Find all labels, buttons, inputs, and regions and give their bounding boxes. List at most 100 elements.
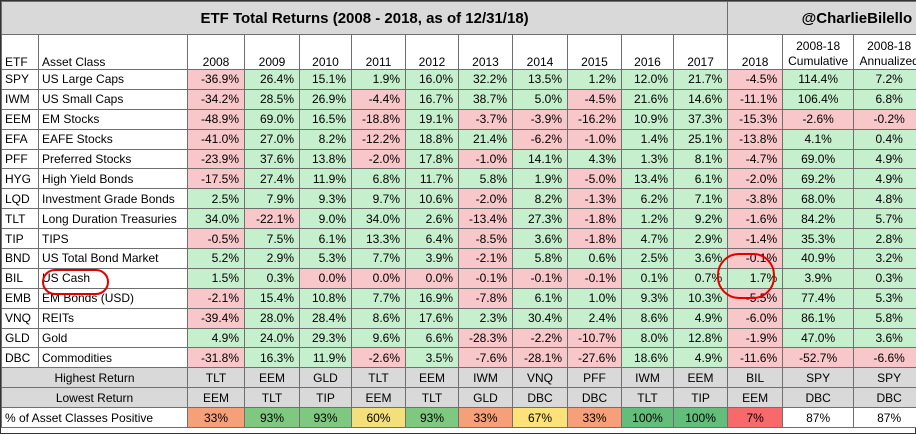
return-cell: 21.7% xyxy=(672,69,729,90)
etf-symbol: BIL xyxy=(1,267,39,289)
lowest-return-cell: EEM xyxy=(187,387,245,409)
return-cell: -4.4% xyxy=(351,88,406,110)
return-cell: 10.6% xyxy=(405,188,459,210)
cumulative-cell: 69.0% xyxy=(782,148,855,170)
table-row: EFA EAFE Stocks -41.0% 27.0% 8.2% -12.2% 18.8%… xyxy=(1,128,916,150)
return-cell: 6.6% xyxy=(405,327,459,349)
return-cell: 16.9% xyxy=(405,287,459,309)
return-cell: 2.5% xyxy=(187,188,245,210)
header-year: 2012 xyxy=(405,34,459,70)
pct-positive-cell: 67% xyxy=(512,407,568,429)
cumulative-cell: 86.1% xyxy=(782,307,855,329)
return-cell: 13.3% xyxy=(351,228,406,250)
pct-positive-cell: 33% xyxy=(187,407,245,429)
return-cell: 1.5% xyxy=(187,267,245,289)
return-cell: 6.1% xyxy=(672,168,729,190)
return-cell: -12.2% xyxy=(351,128,406,150)
highest-return-label: Highest Return xyxy=(1,367,188,389)
return-cell: -3.9% xyxy=(512,108,568,130)
cumulative-cell: -52.7% xyxy=(782,347,855,369)
lowest-return-cell: TIP xyxy=(299,387,352,409)
annualized-cell: -6.6% xyxy=(853,347,916,369)
lowest-return-label: Lowest Return xyxy=(1,387,188,409)
return-cell: 9.2% xyxy=(672,208,729,230)
return-cell: 4.7% xyxy=(621,228,674,250)
header-annualized-bottom: Annualized xyxy=(859,54,916,68)
header-year: 2013 xyxy=(458,34,513,70)
pct-positive-cell: 33% xyxy=(458,407,513,429)
return-cell: -4.5% xyxy=(727,69,784,90)
pct-positive-cell: 100% xyxy=(621,407,674,429)
return-cell: 6.4% xyxy=(405,228,459,250)
lowest-return-cell: DBC xyxy=(782,387,855,409)
return-cell: -2.2% xyxy=(512,327,568,349)
return-cell: 11.9% xyxy=(299,168,352,190)
highest-return-cell: TLT xyxy=(351,367,406,389)
highest-return-cell: BIL xyxy=(727,367,784,389)
return-cell: -17.5% xyxy=(187,168,245,190)
etf-symbol: EEM xyxy=(1,108,39,130)
return-cell: 26.9% xyxy=(299,88,352,110)
table-row: BIL US Cash 1.5% 0.3% 0.0% 0.0% 0.0% -0.1% -0.1%… xyxy=(1,267,916,289)
return-cell: 27.0% xyxy=(244,128,300,150)
return-cell: 1.2% xyxy=(621,208,674,230)
return-cell: 17.6% xyxy=(405,307,459,329)
cumulative-cell: 69.2% xyxy=(782,168,855,190)
return-cell: 0.1% xyxy=(621,267,674,289)
cumulative-cell: 4.1% xyxy=(782,128,855,150)
return-cell: 18.6% xyxy=(621,347,674,369)
return-cell: 25.1% xyxy=(672,128,729,150)
table-row: EMB EM Bonds (USD) -2.1% 15.4% 10.8% 7.7% 16.9… xyxy=(1,287,916,309)
return-cell: -2.6% xyxy=(351,347,406,369)
return-cell: 5.2% xyxy=(187,248,245,269)
header-year: 2011 xyxy=(351,34,406,70)
return-cell: 1.4% xyxy=(621,128,674,150)
return-cell: 6.2% xyxy=(621,188,674,210)
return-cell: 2.6% xyxy=(405,208,459,230)
return-cell: 2.5% xyxy=(621,248,674,269)
return-cell: -39.4% xyxy=(187,307,245,329)
table-row: LQD Investment Grade Bonds 2.5% 7.9% 9.3% 9.7… xyxy=(1,188,916,210)
return-cell: -27.6% xyxy=(567,347,622,369)
etf-symbol: EFA xyxy=(1,128,39,150)
lowest-return-cell: TLT xyxy=(621,387,674,409)
return-cell: -41.0% xyxy=(187,128,245,150)
return-cell: 14.1% xyxy=(512,148,568,170)
return-cell: 1.9% xyxy=(512,168,568,190)
summary-row-highest: Highest Return TLT EEM GLD TLT EEM IWM VNQ PFF IW… xyxy=(1,367,916,389)
return-cell: -3.8% xyxy=(727,188,784,210)
table-row: TIP TIPS -0.5% 7.5% 6.1% 13.3% 6.4% -8.5% 3.6% -1… xyxy=(1,228,916,250)
asset-class: Gold xyxy=(38,327,188,349)
return-cell: 1.0% xyxy=(567,287,622,309)
return-cell: -4.7% xyxy=(727,148,784,170)
return-cell: 3.6% xyxy=(512,228,568,250)
return-cell: -28.3% xyxy=(458,327,513,349)
asset-class: Preferred Stocks xyxy=(38,148,188,170)
highest-return-cell: IWM xyxy=(621,367,674,389)
asset-class: EAFE Stocks xyxy=(38,128,188,150)
return-cell: 14.6% xyxy=(672,88,729,110)
asset-class: REITs xyxy=(38,307,188,329)
lowest-return-cell: TLT xyxy=(405,387,459,409)
return-cell: 8.2% xyxy=(299,128,352,150)
return-cell: 7.9% xyxy=(244,188,300,210)
asset-class: US Small Caps xyxy=(38,88,188,110)
return-cell: 9.3% xyxy=(299,188,352,210)
table-row: DBC Commodities -31.8% 16.3% 11.9% -2.6% 3.5% -… xyxy=(1,347,916,369)
highest-return-cell: EEM xyxy=(405,367,459,389)
lowest-return-cell: TIP xyxy=(672,387,729,409)
table-row: EEM EM Stocks -48.9% 69.0% 16.5% -18.8% 19.1% -… xyxy=(1,108,916,130)
return-cell: -8.5% xyxy=(458,228,513,250)
cumulative-cell: 3.9% xyxy=(782,267,855,289)
return-cell: -2.0% xyxy=(458,188,513,210)
pct-positive-cell: 87% xyxy=(782,407,855,429)
return-cell: 13.8% xyxy=(299,148,352,170)
return-cell: -1.8% xyxy=(567,208,622,230)
return-cell: 37.3% xyxy=(672,108,729,130)
etf-symbol: HYG xyxy=(1,168,39,190)
asset-class: Investment Grade Bonds xyxy=(38,188,188,210)
header-cumulative-bottom: Cumulative xyxy=(788,54,849,68)
return-cell: 24.0% xyxy=(244,327,300,349)
header-asset-class: Asset Class xyxy=(38,34,188,70)
